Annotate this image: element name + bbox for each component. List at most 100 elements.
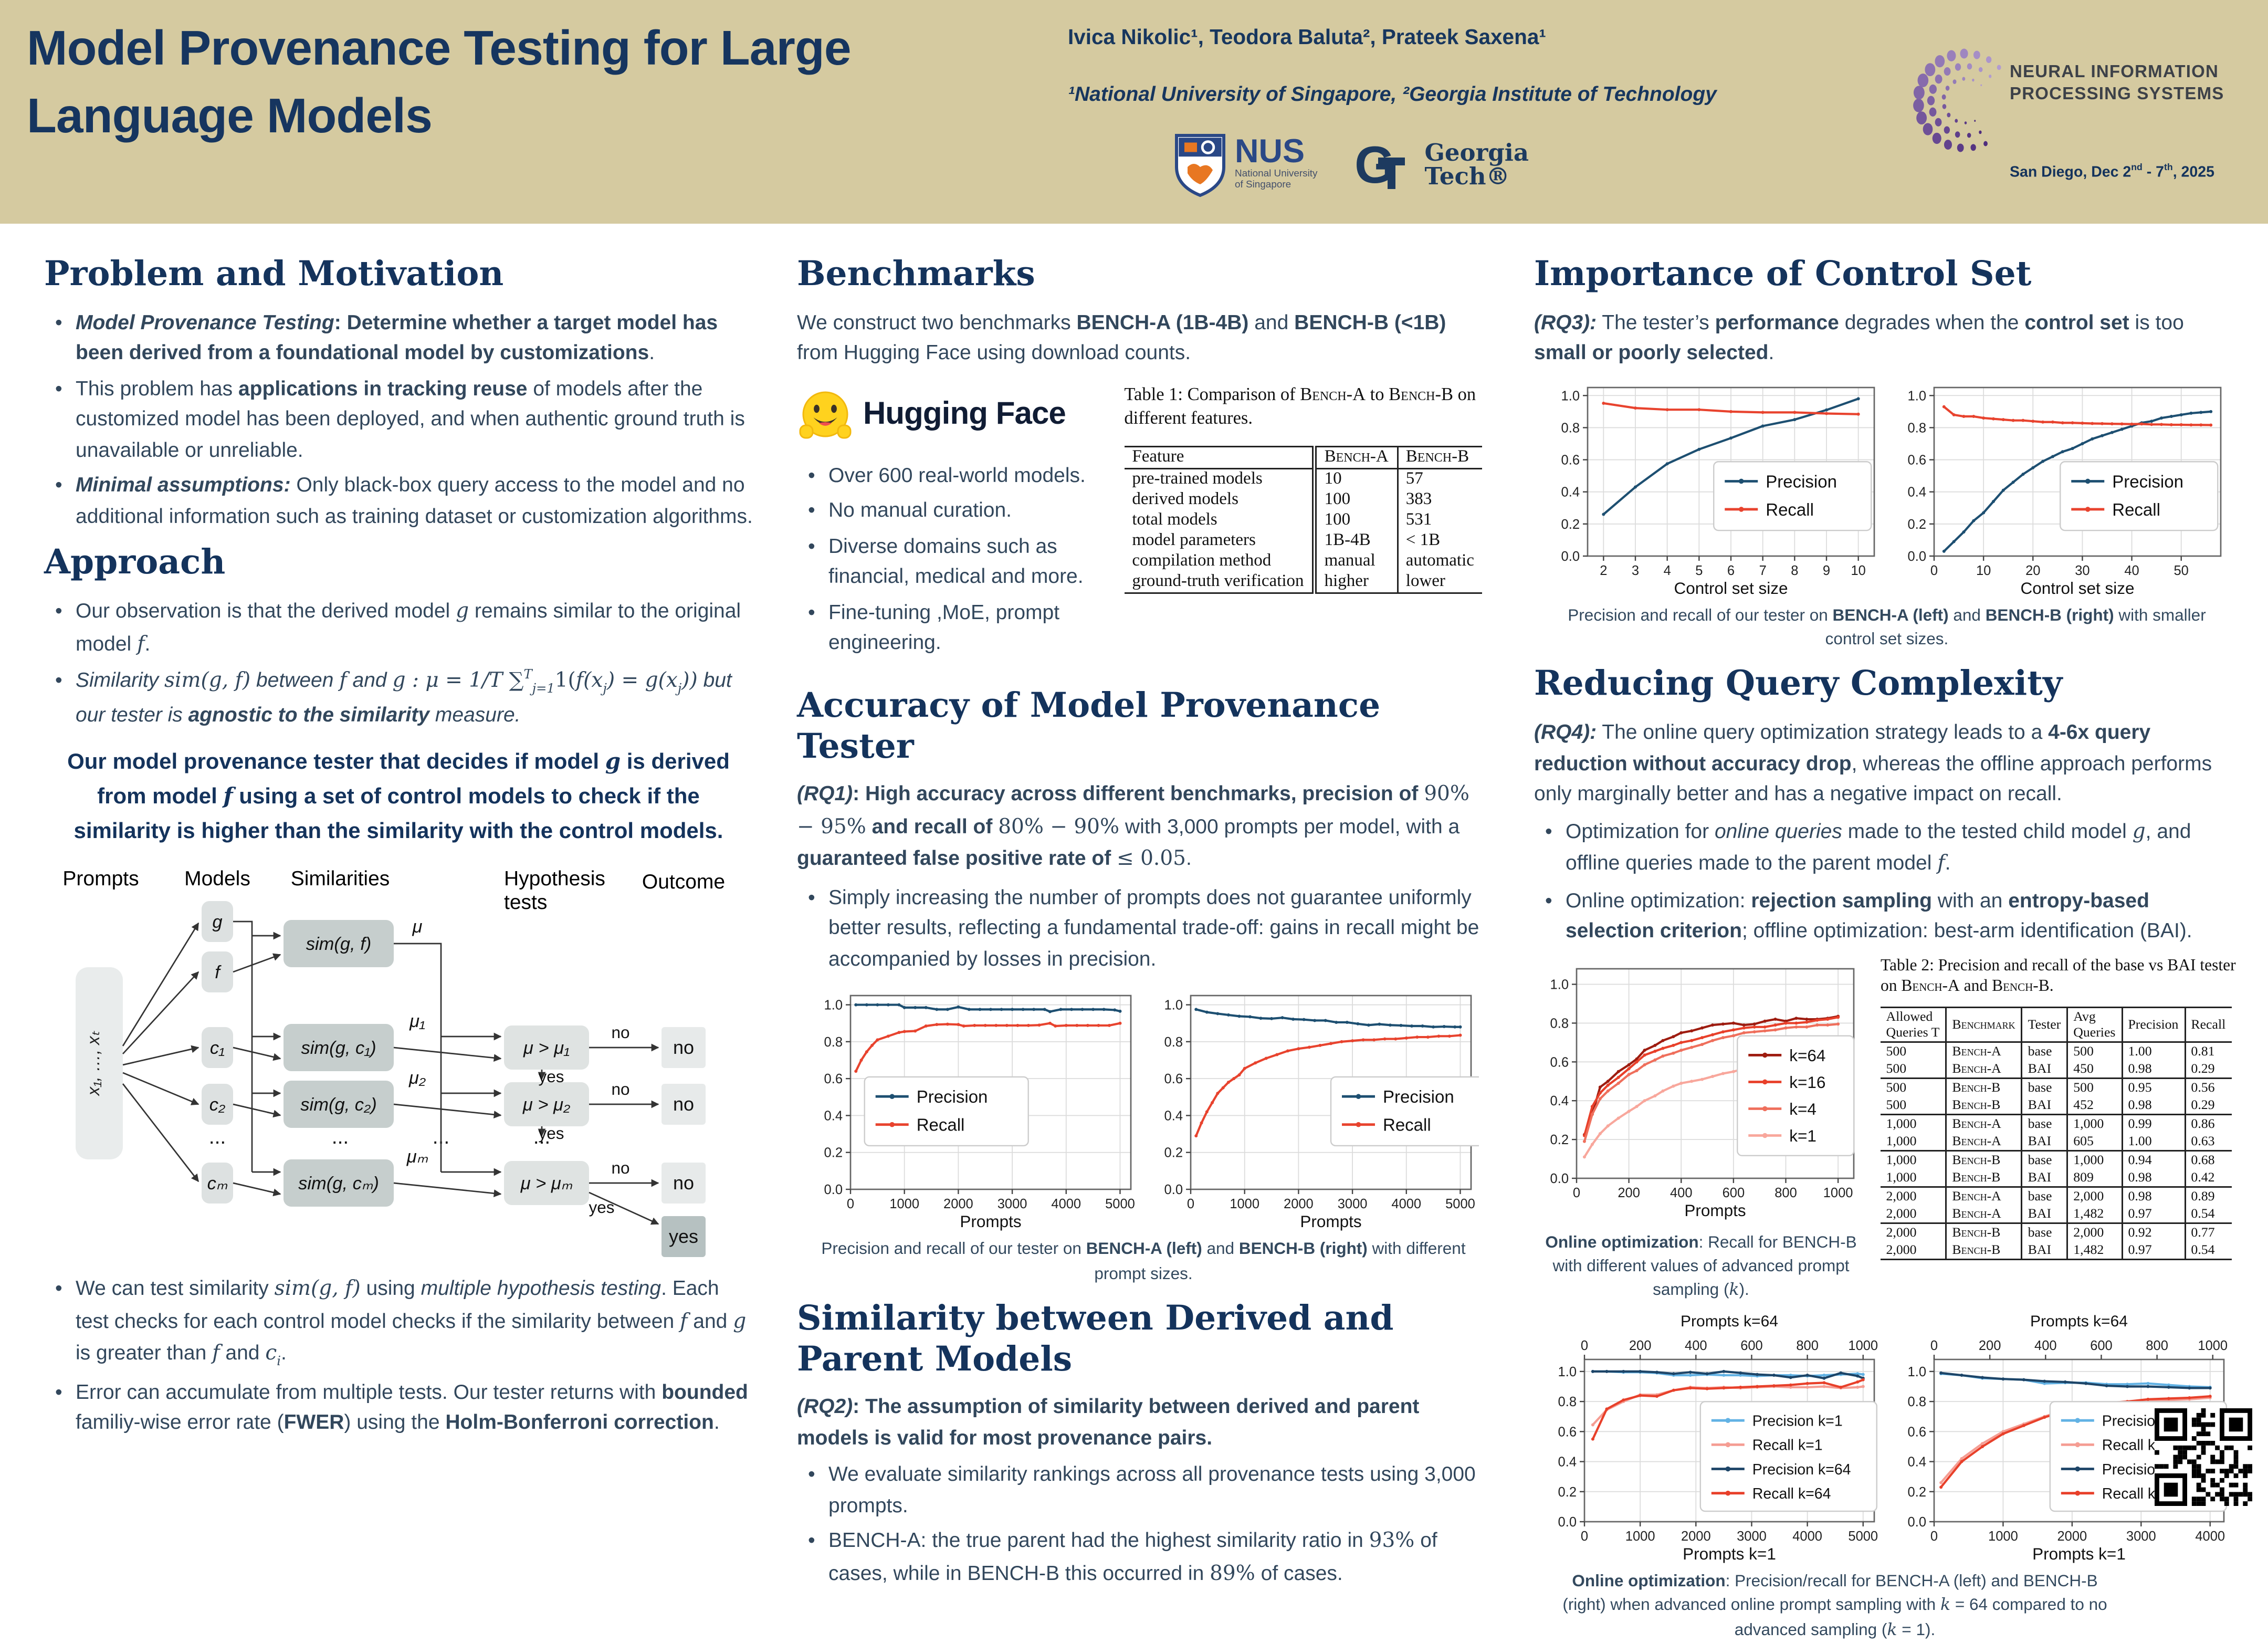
column-right: Importance of Control Set (RQ3): The tes… xyxy=(1512,224,2268,1639)
svg-text:Recall k=1: Recall k=1 xyxy=(1752,1437,1823,1454)
svg-text:Models: Models xyxy=(184,868,250,891)
svg-text:μ > μ₁: μ > μ₁ xyxy=(523,1039,570,1059)
svg-text:0.4: 0.4 xyxy=(824,1110,843,1124)
svg-text:Recall: Recall xyxy=(917,1116,965,1135)
svg-text:μ₁: μ₁ xyxy=(409,1012,425,1032)
svg-text:0.2: 0.2 xyxy=(824,1146,843,1161)
query-bullets: Optimization for online queries made to … xyxy=(1534,815,2240,946)
authors: Ivica Nikolic¹, Teodora Baluta², Prateek… xyxy=(1068,25,1546,49)
svg-text:0: 0 xyxy=(1573,1185,1580,1200)
svg-text:k=4: k=4 xyxy=(1789,1098,1816,1117)
accuracy-bullets: Simply increasing the number of prompts … xyxy=(797,882,1490,975)
svg-text:Precision: Precision xyxy=(2112,472,2183,491)
table1-caption: Table 1: Comparison of Bench-A to Bench-… xyxy=(1124,385,1476,429)
svg-text:0.4: 0.4 xyxy=(1908,485,1926,499)
bullet: Our observation is that the derived mode… xyxy=(55,595,753,660)
svg-text:5: 5 xyxy=(1695,563,1703,578)
k-chart-caption: Online optimization: Recall for BENCH-B … xyxy=(1545,1232,1857,1300)
benchmarks-intro: We construct two benchmarks BENCH-A (1B-… xyxy=(797,310,1446,364)
svg-text:0.6: 0.6 xyxy=(1558,1425,1577,1440)
svg-text:Precision k=1: Precision k=1 xyxy=(1752,1413,1843,1430)
chart-bencha-prompts: 0 1000 2000 3000 4000 5000 0.0 0.2 0.4 0.6 0.8 1.0 P… xyxy=(824,995,1135,1231)
svg-text:yes: yes xyxy=(669,1226,698,1248)
benchmark-bullets: Over 600 real-world models. No manual cu… xyxy=(797,459,1108,658)
svg-text:Recall: Recall xyxy=(1383,1116,1431,1135)
svg-text:0.2: 0.2 xyxy=(1164,1146,1183,1161)
svg-text:Precision: Precision xyxy=(1766,472,1837,491)
svg-text:0.0: 0.0 xyxy=(1908,549,1926,563)
svg-text:600: 600 xyxy=(2090,1339,2113,1354)
svg-text:0: 0 xyxy=(1930,1530,1938,1544)
svg-text:3: 3 xyxy=(1632,563,1639,578)
heading-query-complexity: Reducing Query Complexity xyxy=(1534,665,2063,705)
svg-text:0.8: 0.8 xyxy=(824,1035,843,1050)
svg-text:0.8: 0.8 xyxy=(1558,1395,1577,1410)
svg-text:0.2: 0.2 xyxy=(1561,517,1580,531)
svg-text:yes: yes xyxy=(538,1068,564,1086)
accuracy-caption: Precision and recall of our tester on BE… xyxy=(821,1240,1466,1283)
svg-text:3000: 3000 xyxy=(2126,1530,2156,1544)
rq2-text: (RQ2): The assumption of similarity betw… xyxy=(797,1395,1420,1449)
online-opt-charts: 0 1000 2000 3000 4000 5000 0.0 0.2 0.4 0.6 0.8 1.0 P… xyxy=(1534,1313,2240,1565)
svg-text:1000: 1000 xyxy=(889,1197,919,1212)
heading-approach: Approach xyxy=(44,543,226,583)
neurips-swirl-icon xyxy=(1913,48,2001,152)
poster-body: Problem and Motivation Model Provenance … xyxy=(0,224,2268,1639)
svg-text:1000: 1000 xyxy=(1823,1185,1853,1200)
svg-text:400: 400 xyxy=(2034,1339,2057,1354)
svg-text:800: 800 xyxy=(1774,1185,1797,1200)
control-set-caption: Precision and recall of our tester on BE… xyxy=(1568,606,2206,650)
svg-text:0.2: 0.2 xyxy=(1908,1485,1926,1500)
svg-text:0.2: 0.2 xyxy=(1558,1485,1577,1500)
neurips-line1: NEURAL INFORMATION xyxy=(2010,63,2219,82)
svg-text:sim(g, cₘ): sim(g, cₘ) xyxy=(298,1174,379,1194)
provenance-tester-diagram: Prompts Models Similarities Hypothesistests… xyxy=(62,868,725,1258)
svg-text:0: 0 xyxy=(1930,1339,1938,1354)
bullet: Online optimization: rejection sampling … xyxy=(1545,885,2240,946)
nus-logo: NUS National University of Singapore xyxy=(1173,132,1318,198)
svg-text:8: 8 xyxy=(1791,563,1798,578)
heading-benchmarks: Benchmarks xyxy=(797,255,1035,295)
svg-text:0.6: 0.6 xyxy=(1908,453,1926,467)
accuracy-charts: 0 1000 2000 3000 4000 5000 0.0 0.2 0.4 0.6 0.8 1.0 P… xyxy=(797,983,1490,1232)
bullet: Diverse domains such as financial, medic… xyxy=(808,530,1108,592)
similarity-bullets: We evaluate similarity rankings across a… xyxy=(797,1459,1490,1590)
poster-title: Model Provenance Testing for Large Langu… xyxy=(27,20,852,143)
svg-text:1.0: 1.0 xyxy=(1164,999,1183,1013)
svg-text:0: 0 xyxy=(1187,1197,1194,1212)
neurips-line2: PROCESSING SYSTEMS xyxy=(2010,85,2224,104)
nus-sub1: National University xyxy=(1235,168,1318,179)
svg-text:Precision k=64: Precision k=64 xyxy=(1752,1461,1851,1478)
svg-text:0: 0 xyxy=(1581,1339,1588,1354)
svg-text:6: 6 xyxy=(1727,563,1735,578)
neurips-logo: NEURAL INFORMATION PROCESSING SYSTEMS Sa… xyxy=(1909,13,2249,211)
institution-logos: NUS National University of Singapore G G… xyxy=(1173,132,1529,198)
svg-text:Similarities: Similarities xyxy=(291,868,390,891)
svg-text:0.6: 0.6 xyxy=(1908,1425,1926,1440)
svg-text:1000: 1000 xyxy=(2198,1339,2228,1354)
chart-recall-k-values: 0 200 400 600 800 1000 0.0 0.2 0.4 0.6 0.8 1.0 Promp… xyxy=(1550,967,1855,1219)
bullet: Optimization for online queries made to … xyxy=(1545,815,2240,880)
svg-text:1000: 1000 xyxy=(1988,1530,2018,1544)
svg-text:k=1: k=1 xyxy=(1789,1125,1816,1144)
svg-text:Recall: Recall xyxy=(1766,499,1814,519)
svg-text:1.0: 1.0 xyxy=(1908,1365,1926,1379)
neurips-wordmark: NEURAL INFORMATION PROCESSING SYSTEMS xyxy=(2010,63,2224,107)
table2-caption: Table 2: Precision and recall of the bas… xyxy=(1881,957,2236,996)
svg-text:2000: 2000 xyxy=(943,1197,973,1212)
svg-text:c₁: c₁ xyxy=(210,1039,225,1059)
svg-text:0.2: 0.2 xyxy=(1550,1132,1569,1147)
svg-text:0.4: 0.4 xyxy=(1550,1093,1569,1108)
svg-text:2000: 2000 xyxy=(2057,1530,2087,1544)
chart-benchb-controlset: 0 10 20 30 40 50 0.0 0.2 0.4 0.6 0.8 1.0 Control set… xyxy=(1908,386,2222,597)
svg-text:400: 400 xyxy=(1685,1339,1707,1354)
svg-text:3000: 3000 xyxy=(1338,1197,1368,1212)
bullet: We can test similarity sim(g, f) using m… xyxy=(55,1273,753,1372)
svg-text:sim(g, c₂): sim(g, c₂) xyxy=(300,1095,376,1115)
svg-text:0.8: 0.8 xyxy=(1908,421,1926,435)
gt-word-line2: Tech® xyxy=(1424,162,1510,191)
hugging-face-wordmark: Hugging Face xyxy=(863,397,1066,432)
svg-text:0.0: 0.0 xyxy=(1164,1183,1183,1198)
svg-text:4000: 4000 xyxy=(2195,1530,2225,1544)
svg-text:no: no xyxy=(611,1023,629,1042)
